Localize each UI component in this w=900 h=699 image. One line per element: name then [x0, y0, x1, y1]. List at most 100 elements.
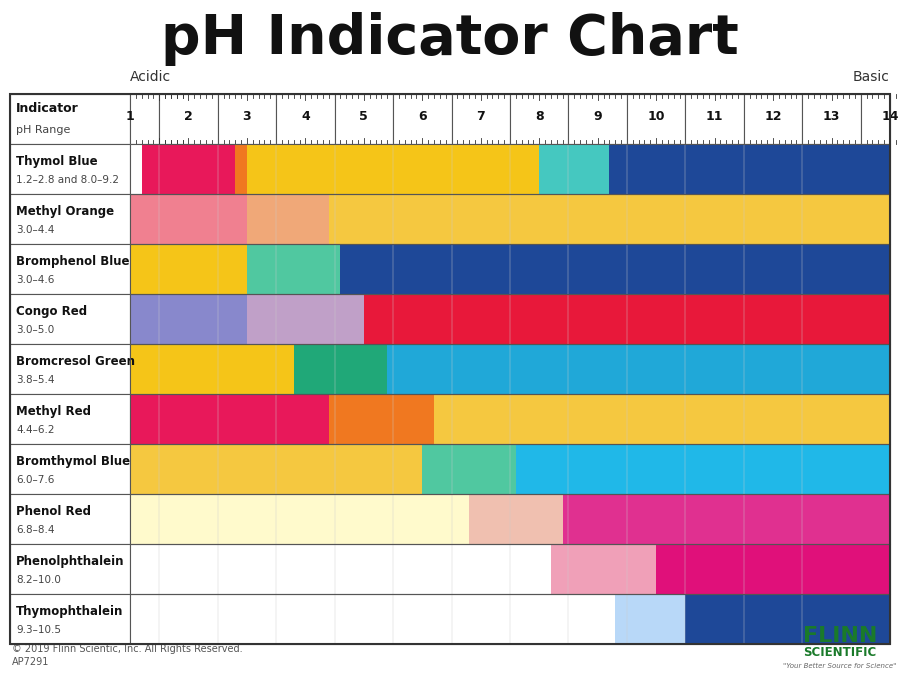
- Text: Bromcresol Green: Bromcresol Green: [16, 355, 135, 368]
- Text: 7: 7: [476, 110, 485, 123]
- Bar: [247, 294, 364, 344]
- Bar: [516, 444, 890, 494]
- Text: AP7291: AP7291: [12, 657, 50, 667]
- Text: 6.8–8.4: 6.8–8.4: [16, 525, 55, 535]
- Text: 3.8–5.4: 3.8–5.4: [16, 375, 55, 385]
- Bar: [10, 494, 130, 544]
- Bar: [247, 194, 328, 244]
- Bar: [10, 194, 130, 244]
- Text: FLINN: FLINN: [803, 626, 878, 646]
- Bar: [10, 144, 130, 194]
- Bar: [860, 94, 890, 144]
- Bar: [422, 444, 516, 494]
- Text: 10: 10: [647, 110, 665, 123]
- Bar: [686, 94, 743, 144]
- Bar: [130, 594, 890, 644]
- Bar: [743, 94, 802, 144]
- Bar: [686, 594, 890, 644]
- Text: Bromthymol Blue: Bromthymol Blue: [16, 455, 130, 468]
- Bar: [10, 94, 890, 644]
- Bar: [656, 544, 890, 594]
- Text: Thymophthalein: Thymophthalein: [16, 605, 123, 618]
- Bar: [293, 344, 387, 394]
- Text: 1.2–2.8 and 8.0–9.2: 1.2–2.8 and 8.0–9.2: [16, 175, 119, 185]
- Text: 3: 3: [243, 110, 251, 123]
- Bar: [10, 94, 130, 144]
- Text: 3.0–4.4: 3.0–4.4: [16, 225, 54, 235]
- Text: Phenol Red: Phenol Red: [16, 505, 91, 518]
- Text: 9: 9: [593, 110, 602, 123]
- Text: Phenolphthalein: Phenolphthalein: [16, 555, 124, 568]
- Bar: [130, 594, 616, 644]
- Bar: [130, 344, 890, 394]
- Bar: [130, 494, 890, 544]
- Text: 6: 6: [418, 110, 427, 123]
- Bar: [434, 394, 890, 444]
- Bar: [130, 294, 890, 344]
- Bar: [159, 94, 218, 144]
- Bar: [551, 544, 656, 594]
- Bar: [10, 294, 130, 344]
- Bar: [340, 244, 890, 294]
- Bar: [364, 294, 890, 344]
- Bar: [130, 244, 890, 294]
- Bar: [10, 394, 130, 444]
- Bar: [130, 194, 247, 244]
- Text: Indicator: Indicator: [16, 103, 79, 115]
- Bar: [393, 94, 452, 144]
- Text: © 2019 Flinn Scientic, Inc. All Rights Reserved.: © 2019 Flinn Scientic, Inc. All Rights R…: [12, 644, 243, 654]
- Text: Methyl Orange: Methyl Orange: [16, 205, 114, 218]
- Bar: [130, 394, 328, 444]
- Bar: [130, 394, 890, 444]
- Bar: [247, 144, 539, 194]
- Text: 4.4–6.2: 4.4–6.2: [16, 425, 55, 435]
- Bar: [328, 394, 434, 444]
- Bar: [130, 544, 890, 594]
- Text: 4: 4: [301, 110, 310, 123]
- Text: 14: 14: [881, 110, 899, 123]
- Bar: [235, 144, 247, 194]
- Text: 5: 5: [359, 110, 368, 123]
- Bar: [539, 144, 609, 194]
- Text: 3.0–4.6: 3.0–4.6: [16, 275, 54, 285]
- Text: Bromphenol Blue: Bromphenol Blue: [16, 255, 130, 268]
- Text: Thymol Blue: Thymol Blue: [16, 155, 97, 168]
- Text: SCIENTIFIC: SCIENTIFIC: [804, 646, 877, 659]
- Bar: [10, 594, 130, 644]
- Bar: [452, 94, 510, 144]
- Text: Methyl Red: Methyl Red: [16, 405, 91, 418]
- Bar: [130, 494, 469, 544]
- Bar: [130, 244, 247, 294]
- Text: Acidic: Acidic: [130, 70, 171, 84]
- Text: 9.3–10.5: 9.3–10.5: [16, 625, 61, 635]
- Bar: [218, 94, 276, 144]
- Bar: [130, 144, 890, 194]
- Bar: [130, 344, 293, 394]
- Text: 8.2–10.0: 8.2–10.0: [16, 575, 61, 585]
- Text: "Your Better Source for Science": "Your Better Source for Science": [783, 663, 896, 669]
- Bar: [10, 444, 130, 494]
- Bar: [276, 94, 335, 144]
- Bar: [328, 194, 890, 244]
- Bar: [10, 544, 130, 594]
- Text: 1: 1: [126, 110, 134, 123]
- Text: 3.0–5.0: 3.0–5.0: [16, 325, 54, 335]
- Bar: [10, 244, 130, 294]
- Bar: [627, 94, 686, 144]
- Bar: [335, 94, 393, 144]
- Bar: [141, 144, 235, 194]
- Bar: [130, 444, 890, 494]
- Text: 2: 2: [184, 110, 193, 123]
- Bar: [130, 94, 159, 144]
- Bar: [510, 94, 569, 144]
- Bar: [130, 194, 890, 244]
- Bar: [569, 94, 627, 144]
- Bar: [130, 294, 247, 344]
- Bar: [616, 594, 686, 644]
- Text: 8: 8: [535, 110, 544, 123]
- Text: Basic: Basic: [853, 70, 890, 84]
- Bar: [562, 494, 890, 544]
- Bar: [802, 94, 860, 144]
- Bar: [247, 244, 340, 294]
- Bar: [130, 144, 141, 194]
